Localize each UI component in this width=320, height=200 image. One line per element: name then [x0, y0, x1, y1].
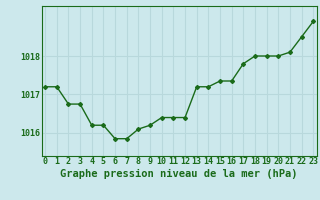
X-axis label: Graphe pression niveau de la mer (hPa): Graphe pression niveau de la mer (hPa): [60, 169, 298, 179]
